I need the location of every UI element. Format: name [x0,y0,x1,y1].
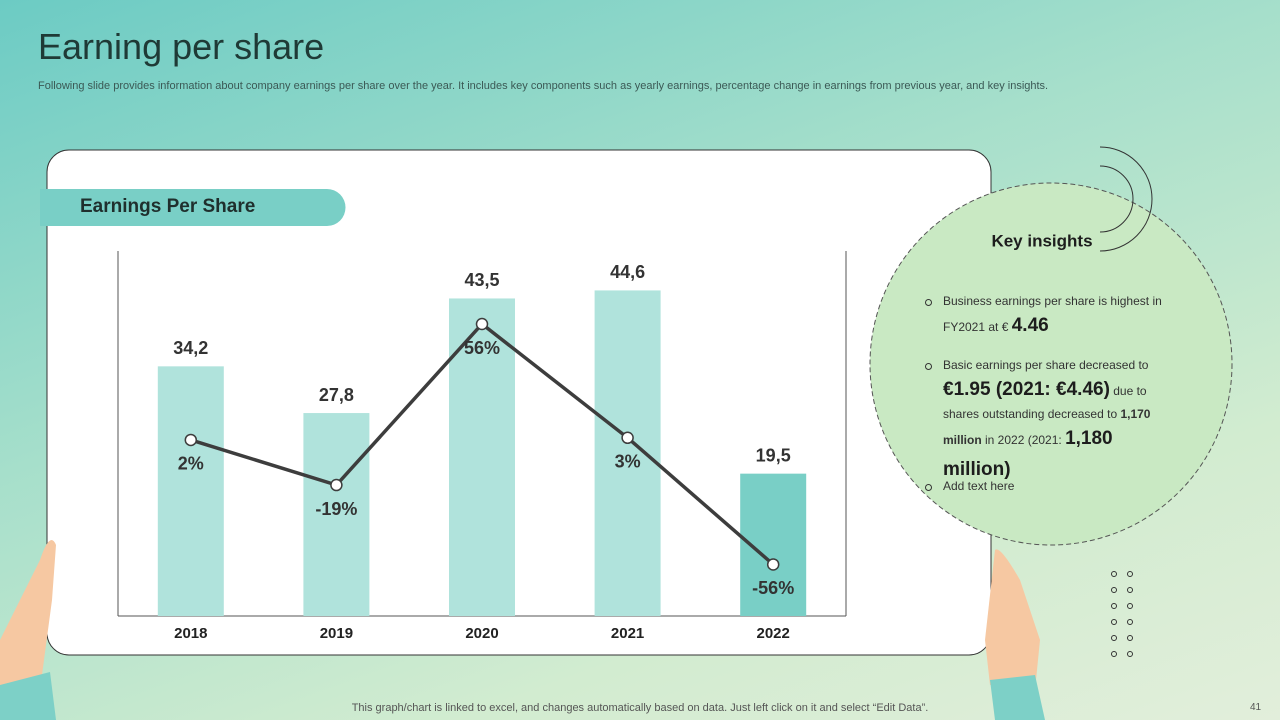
text: 4.46 [1011,315,1049,337]
bar [303,413,370,616]
text: 1,170 million [943,407,1151,448]
dot [1111,619,1117,625]
hand-right [985,549,1040,690]
dot [1127,619,1133,625]
point [330,478,343,492]
data-label: 2% [178,454,204,474]
subtitle: Following slide provides information abo… [38,80,1049,92]
data-label: 43,5 [464,270,499,290]
dot [1111,587,1117,593]
insights-list: Business earnings per share is highest i… [925,292,1180,510]
panel-label: Earnings Per Share [80,196,255,217]
text: Add text here [943,479,1015,494]
arc-deco [1099,146,1153,252]
bar [157,366,224,616]
x-tick-label: 2022 [757,625,790,642]
data-label: 56% [464,338,500,358]
text: Business earnings per share is highest i… [943,294,1162,335]
data-label: 34,2 [173,338,208,358]
sleeve-left [0,672,56,720]
x-tick-label: 2021 [611,625,644,642]
dot [1111,603,1117,609]
panel-label-bg [40,189,346,226]
page-number: 41 [1250,702,1262,713]
data-label: -19% [315,499,357,519]
dots-deco [1111,571,1133,657]
data-label: 44,6 [610,262,645,282]
point [184,433,198,447]
dot [1127,571,1133,577]
text: in 2022 (2021: [981,433,1066,448]
dot [1127,635,1133,641]
data-label: 19,5 [756,445,791,465]
dot [1111,651,1117,657]
arc-deco [1099,165,1134,233]
insight: Basic earnings per share decreased to €1… [925,356,1180,486]
footer: This graph/chart is linked to excel, and… [351,702,929,714]
insight: Business earnings per share is highest i… [925,292,1180,342]
point [621,431,634,445]
bar [594,290,661,616]
insight: Add text here [925,477,1180,496]
x-tick-label: 2018 [174,625,207,642]
bar [449,298,515,616]
hand-left [0,540,56,700]
title: Earning per share [38,26,325,67]
insights-title: Key insights [991,231,1092,250]
dot [1111,635,1117,641]
data-label: 27,8 [319,385,354,405]
text: 1,180 million) [943,428,1113,480]
dot [1127,587,1133,593]
dot [1111,571,1117,577]
text: €1.95 (2021: €4.46) [943,378,1110,400]
x-tick-label: 2020 [465,625,498,642]
insights-circle [869,182,1233,546]
point [475,317,489,331]
x-tick-label: 2019 [320,625,353,642]
text: due to shares outstanding decreased to [943,383,1147,422]
text: Basic earnings per share decreased to [943,357,1149,372]
point [766,558,780,571]
sleeve-right [990,675,1045,720]
data-label: 3% [615,452,641,472]
data-label: -56% [752,578,794,598]
dot [1127,651,1133,657]
dot [1127,603,1133,609]
